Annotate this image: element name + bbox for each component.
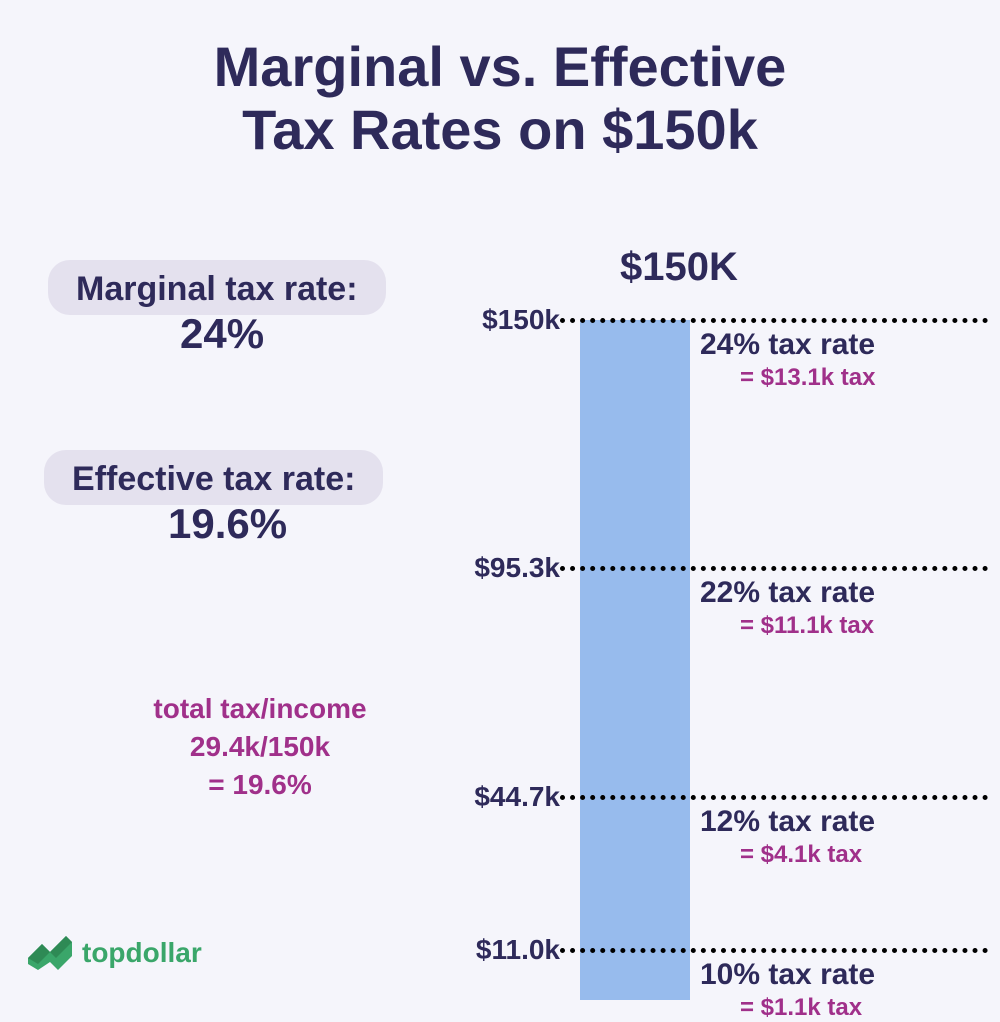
bracket-divider <box>560 318 988 323</box>
y-tick-label: $11.0k <box>476 934 560 966</box>
bracket-divider <box>560 795 988 800</box>
bracket-tax-label: = $13.1k tax <box>740 364 875 392</box>
effective-rate-value: 19.6% <box>168 500 287 548</box>
title-line-2: Tax Rates on $150k <box>242 98 758 161</box>
bar-top-label: $150K <box>620 245 738 290</box>
brand-logo-text: topdollar <box>82 937 202 969</box>
topdollar-icon <box>28 936 72 970</box>
bracket-tax-label: = $1.1k tax <box>740 994 862 1022</box>
calc-line-1: total tax/income <box>60 690 460 728</box>
bracket-divider <box>560 948 988 953</box>
effective-rate-pill: Effective tax rate: <box>44 450 383 505</box>
y-tick-label: $95.3k <box>474 552 560 584</box>
marginal-rate-label: Marginal tax rate: <box>76 270 358 308</box>
calc-line-2: 29.4k/150k <box>60 728 460 766</box>
bracket-rate-label: 12% tax rate <box>700 805 875 839</box>
marginal-rate-value: 24% <box>180 310 264 358</box>
bracket-divider <box>560 566 988 571</box>
bracket-rate-label: 24% tax rate <box>700 328 875 362</box>
calculation-text: total tax/income 29.4k/150k = 19.6% <box>60 690 460 803</box>
marginal-rate-pill: Marginal tax rate: <box>48 260 386 315</box>
bracket-rate-label: 22% tax rate <box>700 576 875 610</box>
page-title: Marginal vs. Effective Tax Rates on $150… <box>0 36 1000 161</box>
brand-logo: topdollar <box>28 936 202 970</box>
bracket-tax-label: = $11.1k tax <box>740 612 874 640</box>
title-line-1: Marginal vs. Effective <box>214 35 787 98</box>
bracket-rate-label: 10% tax rate <box>700 958 875 992</box>
effective-rate-label: Effective tax rate: <box>72 460 355 498</box>
y-tick-label: $150k <box>482 304 560 336</box>
bracket-tax-label: = $4.1k tax <box>740 841 862 869</box>
calc-line-3: = 19.6% <box>60 766 460 804</box>
income-bar <box>580 320 690 1000</box>
y-tick-label: $44.7k <box>474 781 560 813</box>
